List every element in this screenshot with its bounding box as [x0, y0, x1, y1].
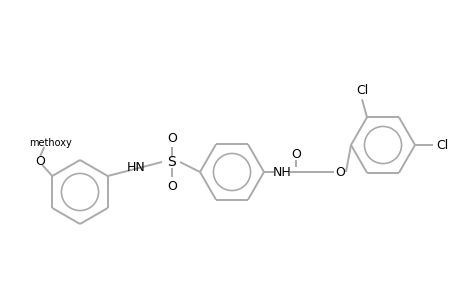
Text: O: O: [167, 179, 177, 193]
Text: O: O: [334, 166, 344, 178]
Text: O: O: [35, 154, 45, 167]
Text: Cl: Cl: [435, 139, 447, 152]
Text: HN: HN: [126, 160, 145, 173]
Text: NH: NH: [272, 166, 291, 178]
Text: O: O: [291, 148, 300, 160]
Text: S: S: [167, 155, 176, 169]
Text: methoxy: methoxy: [29, 138, 72, 148]
Text: O: O: [167, 131, 177, 145]
Text: Cl: Cl: [355, 84, 367, 97]
